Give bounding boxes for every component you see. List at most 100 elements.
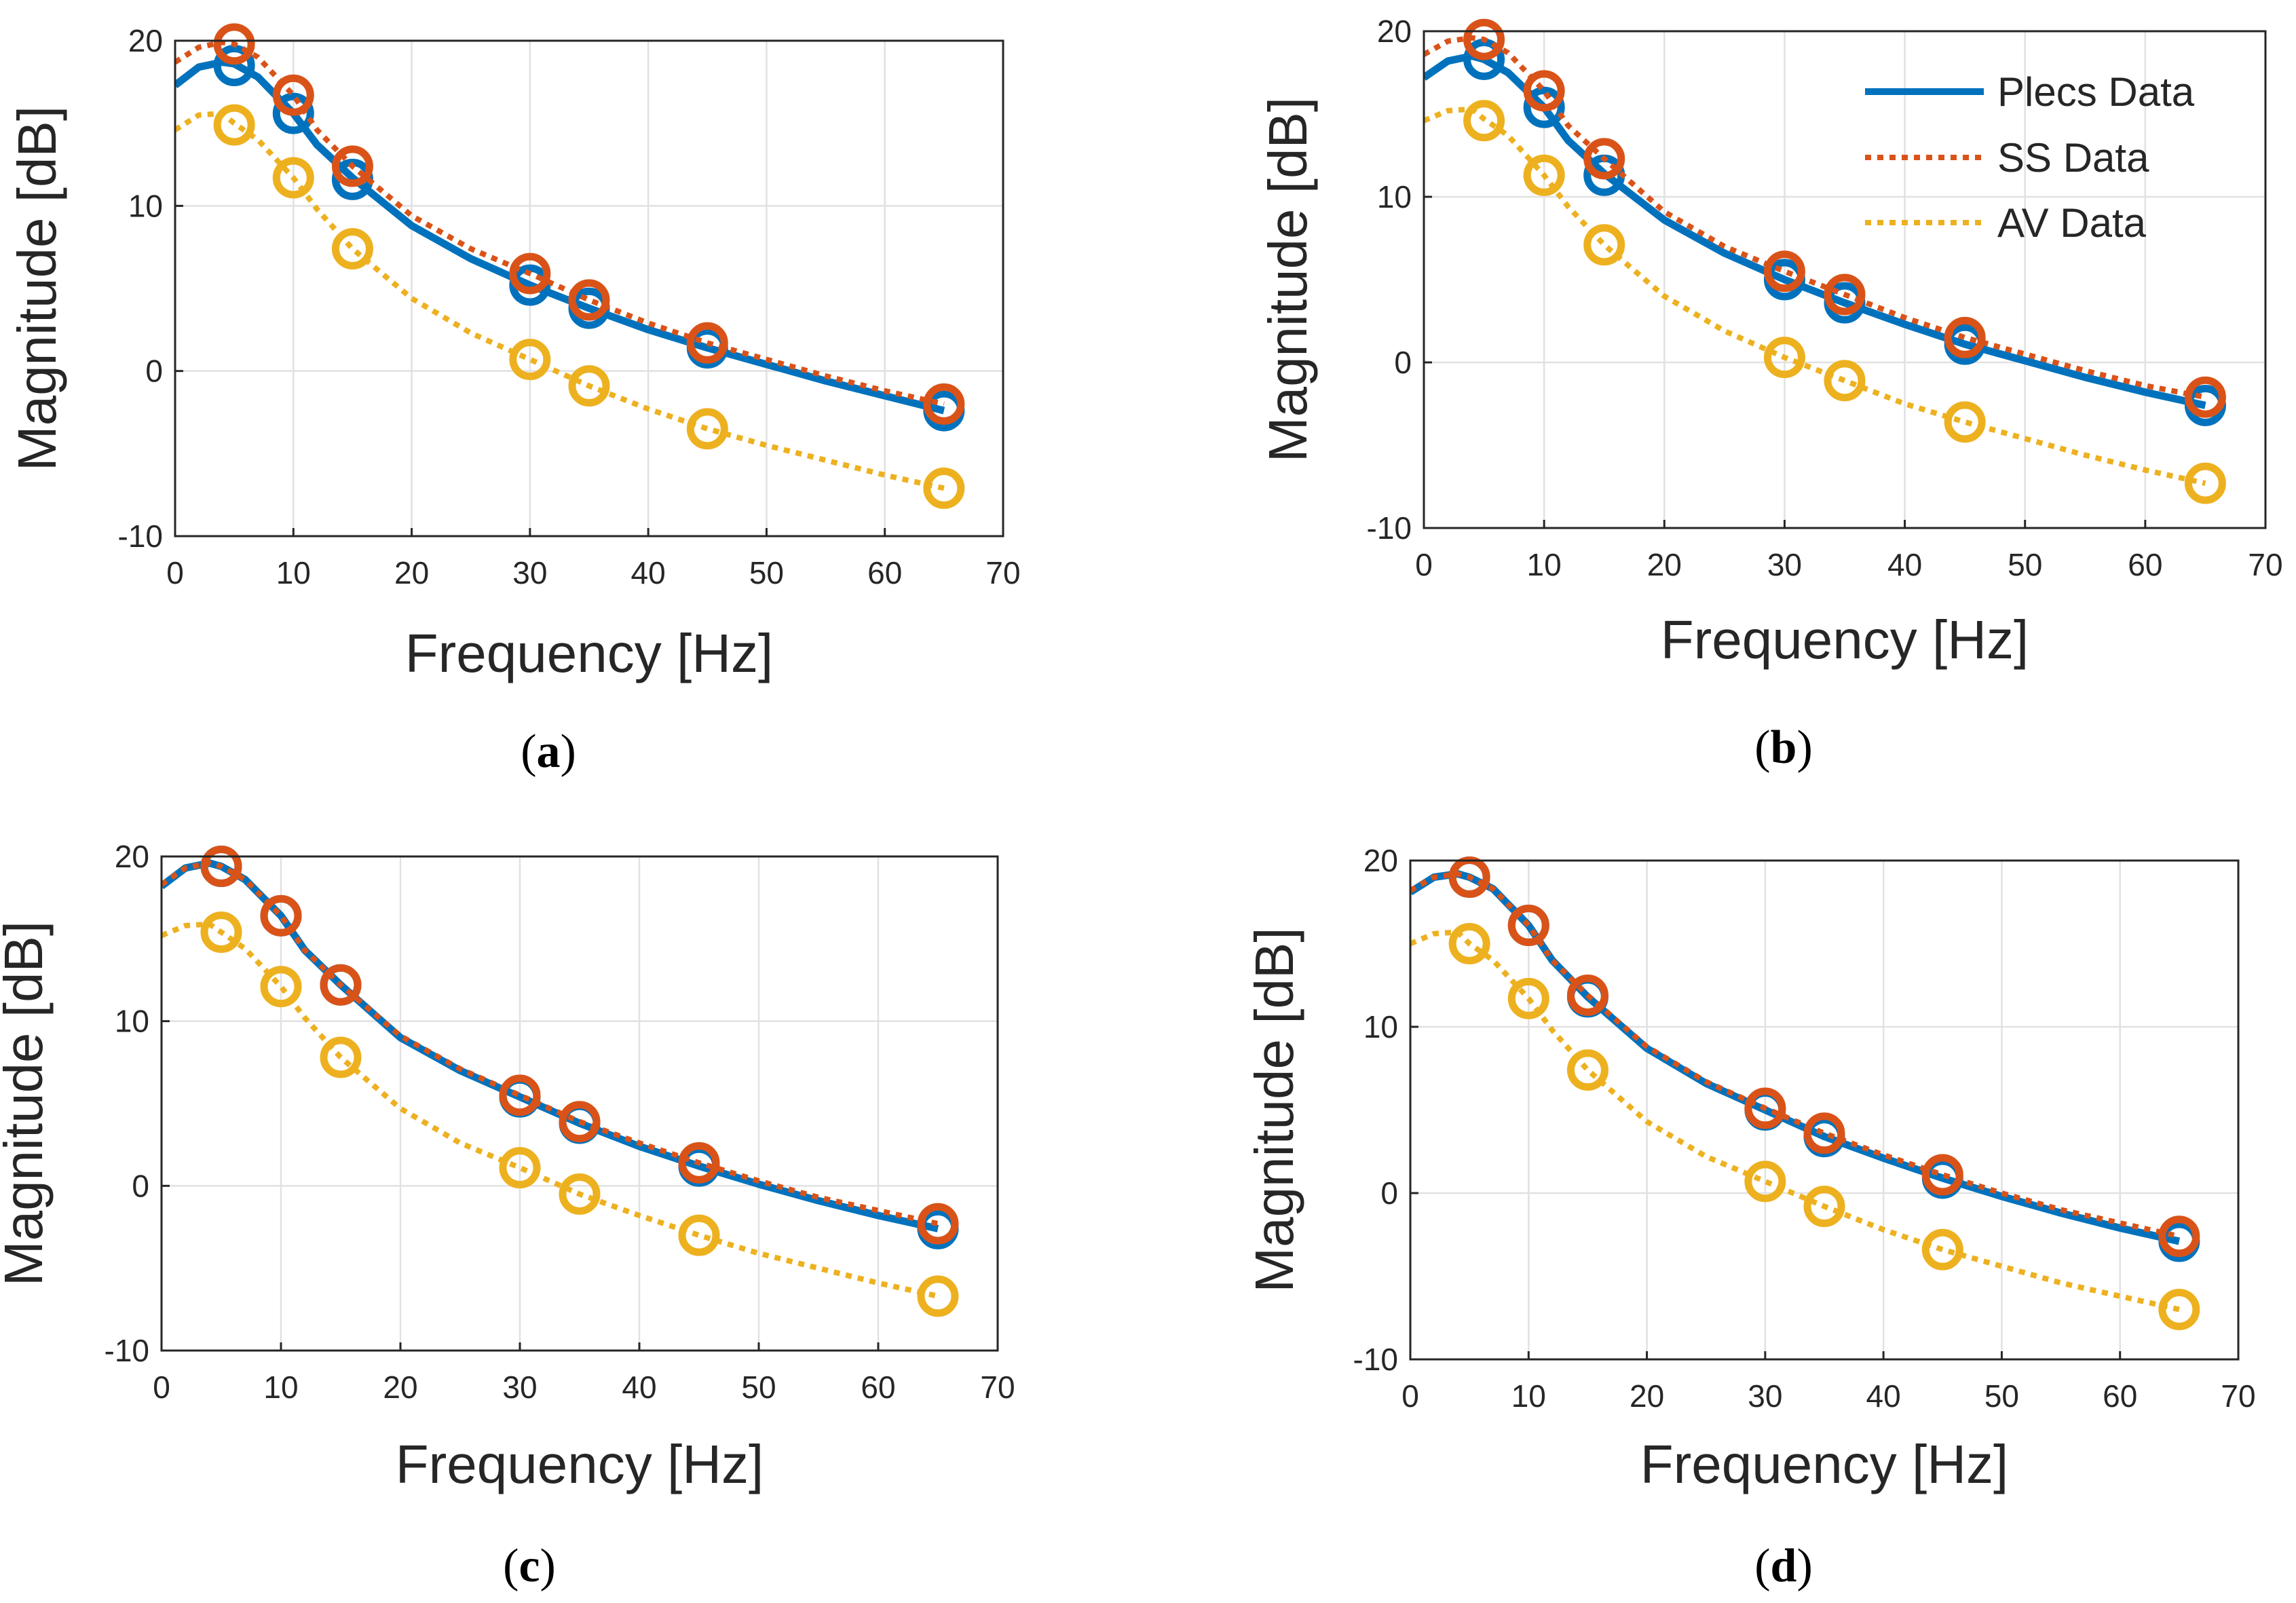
y-tick-label: 10 [128,188,163,223]
data-point-ss [1744,1087,1786,1129]
data-point-ss [1944,316,1986,358]
x-tick-label: 0 [1415,547,1433,582]
data-point-av [559,1173,601,1215]
series-line-ss [1424,35,2206,400]
data-point-ss [499,1074,541,1116]
data-point-ss [331,145,373,187]
y-axis-label: Magnitude [dB] [0,921,54,1286]
legend-label-plecs: Plecs Data [1997,69,2195,115]
y-tick-label: 20 [1363,843,1398,878]
data-point-av [1803,1186,1845,1228]
data-point-av [2184,462,2226,504]
data-point-ss [678,1142,720,1184]
series-line-plecs [162,859,939,1232]
data-point-av [686,408,728,450]
data-point-av [213,104,255,146]
x-tick-label: 60 [861,1370,895,1405]
y-tick-label: 10 [1363,1009,1398,1044]
legend: Plecs Data SS Data AV Data [1865,69,2195,246]
data-point-av [509,339,551,381]
y-tick-label: 0 [1394,345,1412,380]
x-tick-label: 20 [1647,547,1682,582]
x-axis-label: Frequency [Hz] [405,623,773,683]
axes-frame [1409,859,2240,1361]
x-tick-label: 70 [985,555,1020,590]
data-point-ss [1824,274,1866,316]
x-tick-label: 0 [1401,1378,1419,1414]
data-point-plecs [213,45,255,86]
x-tick-label: 60 [867,555,902,590]
data-point-ss [200,846,242,888]
y-tick-label: -10 [1367,510,1412,546]
x-tick-label: 20 [394,555,429,590]
legend-label-ss: SS Data [1997,135,2149,181]
data-point-av [1921,1228,1963,1270]
x-tick-label: 70 [2221,1378,2255,1414]
y-tick-label: -10 [118,518,163,554]
axes-frame [160,855,999,1352]
y-tick-label: 20 [115,839,149,874]
data-point-av [678,1214,720,1256]
series-line-ss [1410,871,2180,1239]
x-tick-label: 70 [2248,547,2282,582]
x-tick-label: 0 [166,555,184,590]
data-point-ss [320,964,362,1006]
series-line-av [1424,106,2206,487]
series-line-av [1410,929,2180,1313]
data-point-av [1566,1049,1608,1091]
x-tick-label: 60 [2128,547,2162,582]
data-point-ss [272,74,314,116]
series-line-av [162,921,939,1299]
data-point-av [1744,1161,1786,1203]
x-tick-label: 50 [741,1370,776,1405]
x-tick-label: 40 [1866,1378,1901,1414]
data-point-plecs [272,92,314,134]
data-point-av [1507,977,1549,1019]
y-axis-label: Magnitude [dB] [1244,927,1304,1292]
y-axis-label: Magnitude [dB] [7,106,67,471]
data-point-av [1448,923,1490,964]
data-point-av [200,911,242,954]
series-av [162,921,939,1299]
panel-label: (d) [1754,1540,1813,1592]
data-point-av [1583,224,1625,266]
series-plecs [1410,870,2181,1245]
data-point-av [499,1147,541,1189]
x-tick-label: 30 [502,1370,537,1405]
x-tick-label: 40 [1887,547,1922,582]
series-line-ss [175,41,945,407]
data-point-av [923,467,965,509]
y-tick-label: 0 [132,1168,149,1203]
data-point-plecs [1523,86,1565,128]
data-point-av [272,157,314,199]
data-point-av [568,365,610,407]
series-av [1410,929,2180,1313]
x-tick-label: 10 [1511,1378,1546,1414]
data-point-av [320,1036,362,1078]
y-axis-label: Magnitude [dB] [1258,97,1318,462]
y-tick-label: 0 [1380,1175,1398,1211]
data-point-ss [1507,905,1549,947]
series-ss [175,41,945,407]
data-point-ss [509,252,551,295]
y-tick-label: 10 [1377,179,1412,214]
x-axis-label: Frequency [Hz] [1640,1434,2008,1494]
data-point-ss [1583,138,1625,180]
data-point-ss [1921,1154,1963,1196]
data-point-ss [559,1101,601,1143]
data-point-av [1523,154,1565,196]
data-point-ss [1803,1112,1845,1154]
data-point-av [2158,1289,2200,1330]
axes-frame [1423,30,2267,529]
x-tick-label: 30 [512,555,547,590]
x-tick-label: 0 [153,1370,170,1405]
data-point-ss [1463,18,1505,60]
data-point-av [331,228,373,270]
series-line-plecs [1410,870,2181,1245]
data-point-ss [686,322,728,364]
